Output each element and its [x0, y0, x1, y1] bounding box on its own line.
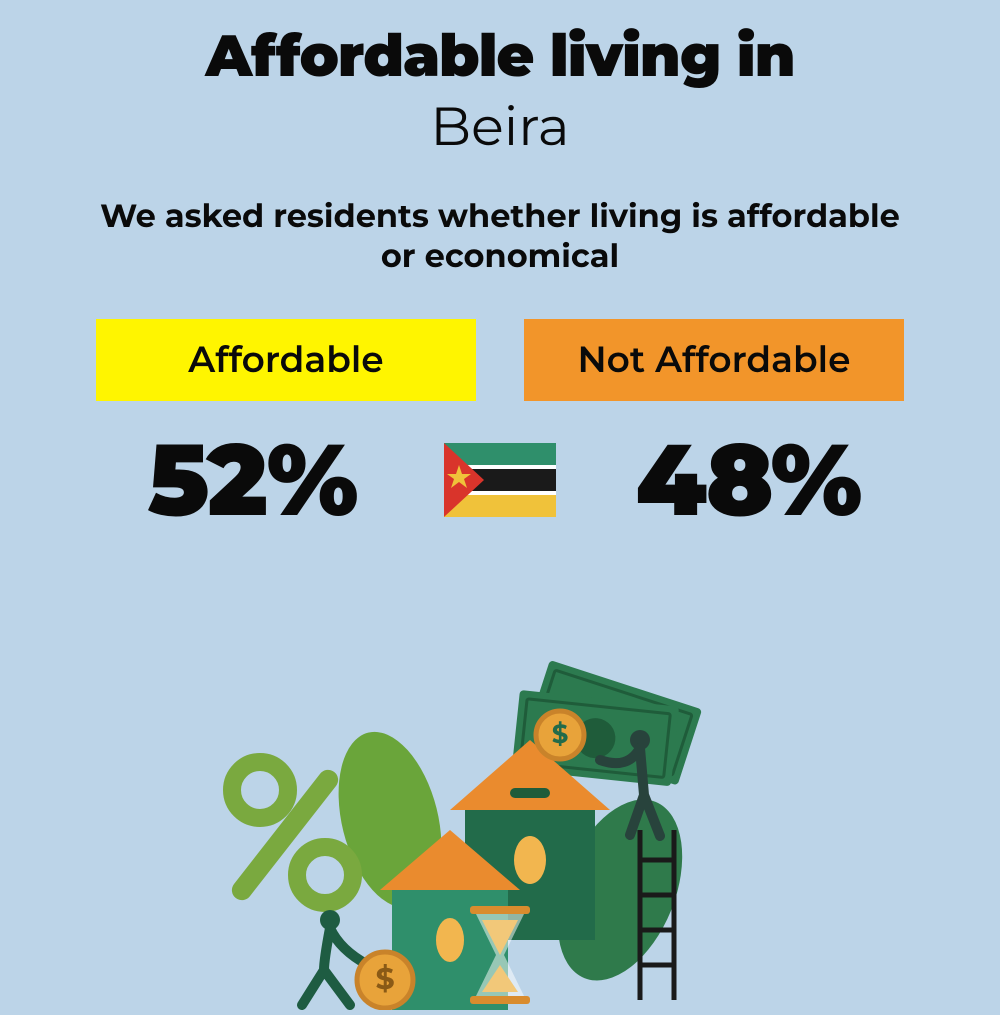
values-row: 52% 48% [0, 419, 1000, 541]
hero-illustration: $ $ [220, 650, 780, 1010]
page-title: Affordable living in [0, 20, 1000, 91]
subtitle: We asked residents whether living is aff… [0, 197, 1000, 277]
title-block: Affordable living in Beira [0, 0, 1000, 159]
value-affordable: 52% [90, 419, 414, 541]
svg-text:$: $ [552, 718, 569, 750]
value-not-affordable: 48% [586, 419, 910, 541]
percent-icon [228, 762, 353, 904]
city-name: Beira [0, 93, 1000, 159]
mozambique-flag-icon [444, 443, 556, 517]
tag-affordable: Affordable [96, 319, 476, 401]
coin-icon: $ [536, 711, 584, 759]
tags-row: Affordable Not Affordable [0, 319, 1000, 401]
svg-text:$: $ [375, 960, 394, 997]
tag-not-affordable: Not Affordable [524, 319, 904, 401]
